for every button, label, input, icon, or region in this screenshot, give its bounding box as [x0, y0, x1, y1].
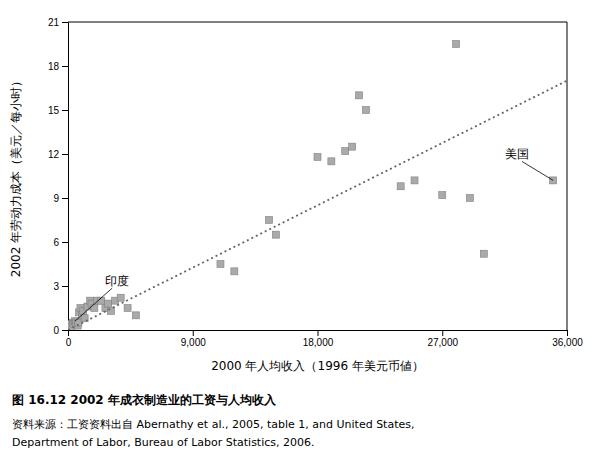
tick-label: 0 [53, 325, 59, 336]
title: 图 16.12 2002 年成衣制造业的工资与人均收入 [12, 393, 277, 407]
point [349, 143, 356, 150]
tick: 18 [48, 61, 68, 72]
tick: 0 [53, 325, 68, 336]
y-axis: 0 3 6 9 12 15 18 21 [48, 17, 69, 336]
point [132, 312, 139, 319]
tick-label: 3 [53, 281, 59, 292]
axis-line [62, 23, 69, 331]
point [231, 268, 238, 275]
point [105, 300, 112, 307]
tick-mark [62, 22, 68, 23]
marks [68, 41, 567, 331]
tick-mark [62, 286, 68, 287]
point [107, 307, 114, 314]
chart: 0 9,000 18,000 27,000 36,000 0 3 6 9 12 15 18 21 印度 美国… [0, 0, 595, 472]
tick: 12 [48, 149, 68, 160]
source: 资料来源：工资资料出自 Abernathy et al., 2005, tabl… [12, 418, 414, 431]
frame [567, 22, 568, 330]
tick: 6 [53, 237, 68, 248]
plot: 0 9,000 18,000 27,000 36,000 0 3 6 9 12 15 18 21 印度 美国 [48, 17, 583, 348]
tick-label: 18 [48, 61, 60, 72]
tick-label: 12 [48, 149, 60, 160]
tick-label: 15 [48, 105, 60, 116]
tick-mark [62, 66, 68, 67]
tick-label: 6 [53, 237, 59, 248]
point [480, 250, 487, 257]
source: Department of Labor, Bureau of Labor Sta… [12, 436, 315, 449]
axis-line [69, 331, 568, 337]
tick: 21 [48, 17, 68, 28]
point [550, 177, 557, 184]
tick-mark [193, 330, 194, 336]
tick-label: 9,000 [181, 337, 206, 348]
tick-label: 0 [66, 337, 72, 348]
tick-mark [62, 154, 68, 155]
tick: 27,000 [427, 330, 458, 348]
point [91, 305, 98, 312]
y-axis-title: 2002 年劳动力成本（美元／每小时） [9, 75, 23, 277]
point [124, 305, 131, 312]
point [342, 148, 349, 155]
tick-mark [62, 242, 68, 243]
point [363, 107, 370, 114]
point [217, 261, 224, 268]
tick: 9,000 [181, 330, 206, 348]
point [117, 294, 124, 301]
point [314, 153, 321, 160]
annotation-line [75, 288, 112, 321]
frame [68, 22, 567, 23]
tick: 36,000 [552, 330, 583, 348]
tick: 0 [66, 330, 72, 348]
point [466, 195, 473, 202]
point [397, 183, 404, 190]
tick-mark [62, 110, 68, 111]
point [411, 177, 418, 184]
point [453, 41, 460, 48]
annotation-line [522, 161, 553, 180]
annotation: 美国 [505, 147, 529, 161]
trend-line [68, 81, 567, 330]
x-axis: 0 9,000 18,000 27,000 36,000 [66, 330, 584, 348]
tick-label: 27,000 [427, 337, 458, 348]
tick-label: 36,000 [552, 337, 583, 348]
tick: 15 [48, 105, 68, 116]
tick: 18,000 [303, 330, 334, 348]
point [439, 192, 446, 199]
x-axis-title: 2000 年人均收入（1996 年美元币値） [211, 359, 424, 373]
annotation: 印度 [105, 274, 129, 288]
tick-mark [567, 330, 568, 336]
point [272, 231, 279, 238]
tick: 3 [53, 281, 68, 292]
tick-mark [62, 330, 68, 331]
tick-mark [318, 330, 319, 336]
tick-mark [62, 198, 68, 199]
tick: 9 [53, 193, 68, 204]
tick-mark [442, 330, 443, 336]
tick-label: 21 [48, 17, 60, 28]
annotations: 印度 美国 [75, 147, 553, 321]
point [265, 217, 272, 224]
tick-label: 9 [53, 193, 59, 204]
point [328, 158, 335, 165]
tick-label: 18,000 [303, 337, 334, 348]
point [356, 92, 363, 99]
